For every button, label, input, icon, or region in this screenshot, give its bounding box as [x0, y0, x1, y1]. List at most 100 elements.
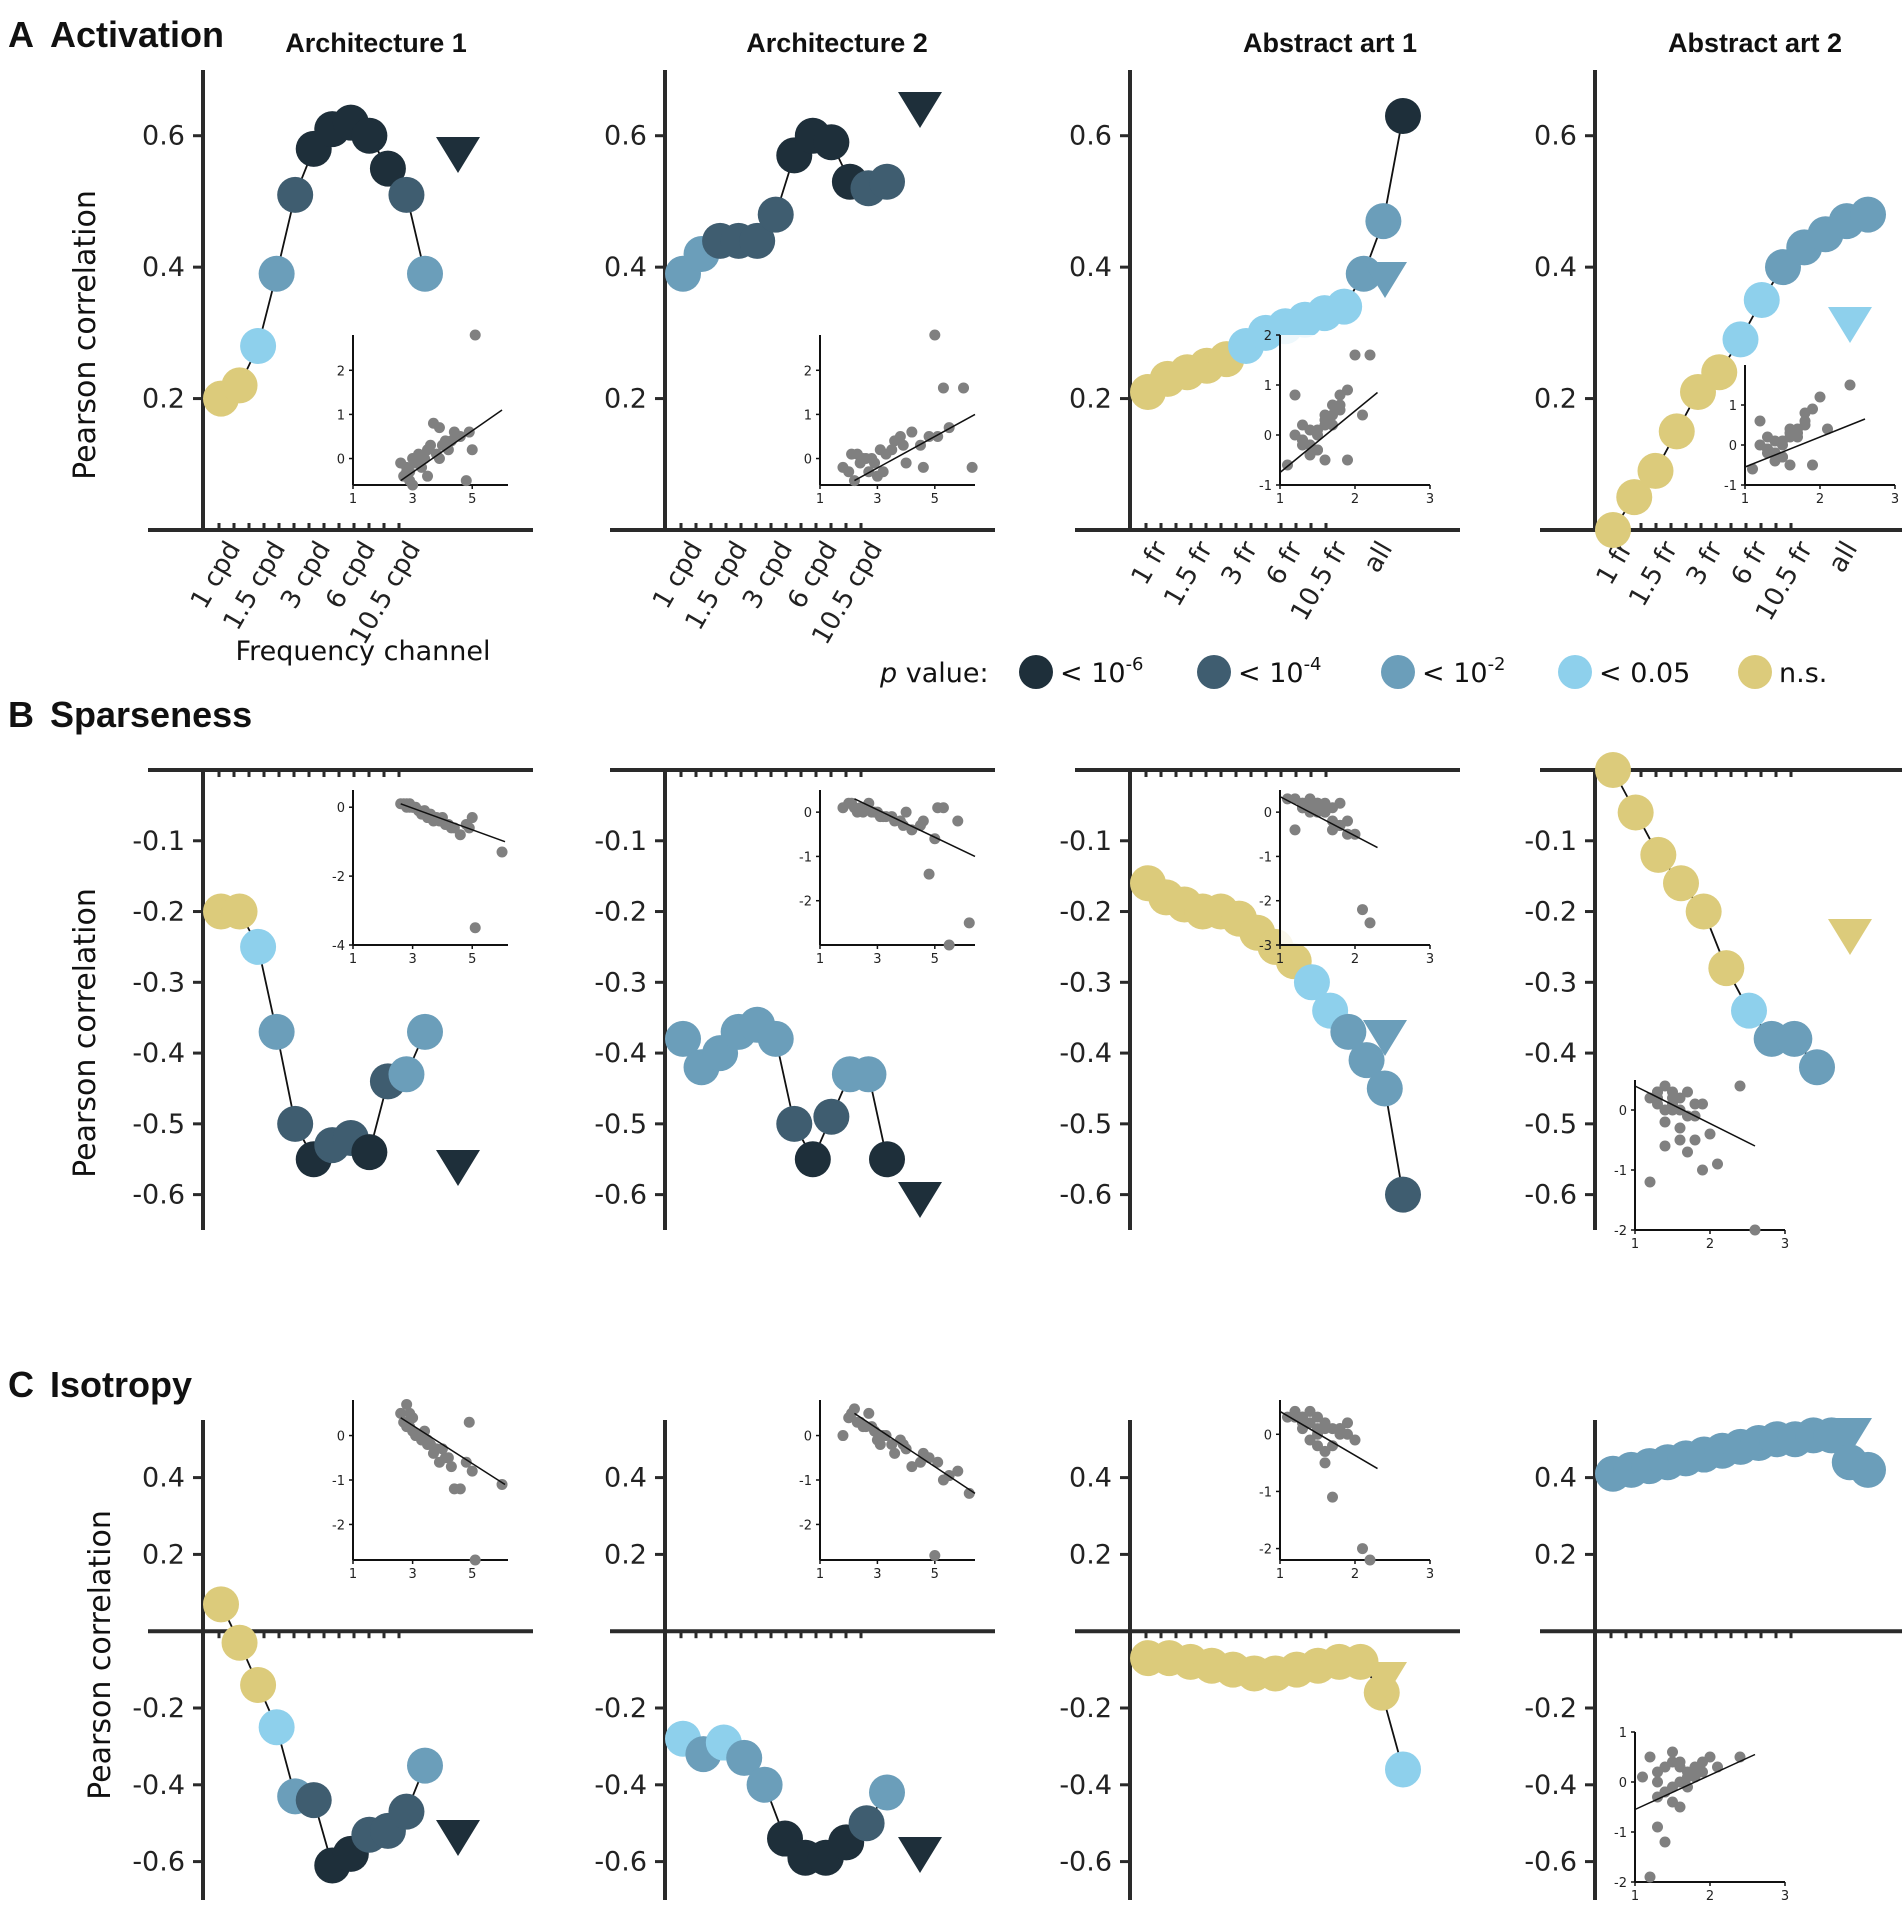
significance-marker — [898, 1837, 942, 1873]
category-label: all — [1358, 537, 1399, 578]
data-point — [1663, 865, 1699, 902]
inset-y-tick-label: -1 — [1259, 479, 1272, 494]
data-point — [388, 1056, 425, 1093]
subplot-B-4: -0.1 -0.2 -0.3 -0.4 -0.5 -0.6 1 2 3 -2 -1 0 — [1524, 752, 1902, 1252]
legend-label-p4: < 10-4 — [1238, 654, 1322, 689]
y-tick-label: -0.2 — [132, 897, 185, 928]
inset-background — [353, 1400, 508, 1560]
panel-title-C: Isotropy — [50, 1364, 192, 1405]
significance-marker — [436, 137, 480, 173]
inset-point — [404, 1421, 416, 1433]
inset-x-tick-label: 1 — [816, 952, 824, 967]
inset-x-tick-label: 3 — [873, 952, 881, 967]
y-tick-label: -0.5 — [594, 1109, 647, 1140]
inset-point — [937, 382, 949, 394]
inset-y-tick-label: -2 — [799, 895, 812, 910]
inset-point — [1319, 409, 1331, 421]
inset-x-tick-label: 1 — [349, 492, 357, 507]
inset-x-tick-label: 3 — [1781, 1237, 1789, 1252]
data-point — [813, 1098, 850, 1135]
subplot-B-2: -0.1 -0.2 -0.3 -0.4 -0.5 -0.6 1 3 5 -2 -1 0 — [594, 768, 995, 1230]
inset-point — [1644, 1871, 1656, 1883]
inset-point — [943, 939, 955, 951]
inset-point — [900, 806, 912, 818]
inset-x-tick-label: 1 — [349, 952, 357, 967]
y-tick-label: 0.4 — [142, 1463, 185, 1494]
column-title: Abstract art 1 — [1243, 28, 1417, 58]
inset-point — [1689, 1771, 1701, 1783]
panel-title-A: Activation — [50, 14, 224, 55]
inset-x-tick-label: 3 — [1891, 492, 1899, 507]
y-tick-label: 0.2 — [604, 384, 647, 415]
inset-point — [410, 457, 422, 469]
inset-point — [463, 1416, 475, 1428]
inset-point — [1822, 423, 1833, 435]
inset-fit-line — [1279, 1410, 1378, 1470]
y-axis-label-B: Pearson correlation — [68, 888, 103, 1178]
data-point — [794, 1141, 831, 1178]
inset-point — [413, 1430, 425, 1442]
data-point — [407, 1013, 443, 1050]
inset-fit-line — [400, 1417, 506, 1486]
inset-point — [1304, 1434, 1316, 1446]
inset-point — [427, 417, 439, 429]
inset-y-tick-label: -1 — [1724, 479, 1737, 494]
inset-point — [1357, 1543, 1368, 1555]
inset-point — [1682, 1086, 1693, 1098]
y-tick-label: -0.6 — [594, 1847, 647, 1878]
legend-label-p2: < 10-2 — [1422, 654, 1506, 689]
y-tick-label: 0.2 — [142, 384, 185, 415]
y-tick-label: -0.3 — [594, 967, 647, 998]
inset-background — [820, 790, 975, 945]
inset-point — [1364, 917, 1376, 929]
inset-point — [932, 802, 944, 814]
inset-y-tick-label: -1 — [1259, 1485, 1272, 1500]
inset-y-tick-label: -4 — [332, 939, 345, 954]
subplot-C-3: 0.4 0.2 -0.2 -0.4 -0.6 1 2 3 -2 -1 0 — [1059, 1400, 1460, 1900]
data-point — [258, 1013, 295, 1050]
inset-scatter: 1 2 3 -3 -2 -1 0 — [1259, 790, 1434, 967]
legend-swatch-p4 — [1197, 655, 1231, 689]
y-tick-label: -0.1 — [594, 826, 647, 857]
inset-point — [466, 444, 478, 456]
inset-y-tick-label: -2 — [332, 870, 345, 885]
legend-swatch-p05 — [1558, 655, 1592, 689]
inset-point — [1659, 1080, 1671, 1092]
data-point — [1685, 893, 1722, 930]
inset-point — [917, 815, 929, 827]
y-tick-label: -0.6 — [1059, 1847, 1112, 1878]
inset-point — [454, 829, 466, 841]
data-point — [1708, 950, 1745, 987]
data-point — [869, 1774, 905, 1811]
inset-y-tick-label: 0 — [1729, 439, 1737, 454]
y-tick-label: 0.2 — [604, 1539, 647, 1570]
inset-point — [952, 815, 964, 827]
inset-point — [1357, 409, 1368, 421]
data-point — [746, 1766, 783, 1803]
inset-point — [1799, 407, 1811, 419]
inset-point — [846, 797, 858, 809]
column-title: Abstract art 2 — [1668, 28, 1842, 58]
y-tick-label: -0.5 — [1524, 1109, 1577, 1140]
inset-point — [1349, 349, 1361, 361]
inset-point — [454, 1483, 466, 1495]
inset-x-tick-label: 3 — [873, 492, 881, 507]
y-tick-label: -0.4 — [1059, 1038, 1112, 1069]
y-tick-label: -0.4 — [1524, 1770, 1577, 1801]
y-tick-label: 0.2 — [1069, 1539, 1112, 1570]
data-point — [1616, 479, 1653, 516]
inset-point — [906, 426, 918, 438]
inset-point — [445, 1461, 457, 1473]
inset-point — [1304, 1405, 1316, 1417]
data-point — [1365, 203, 1402, 240]
inset-point — [407, 479, 419, 491]
inset-point — [877, 1430, 889, 1442]
inset-point — [404, 466, 416, 478]
inset-point — [1652, 1821, 1663, 1833]
inset-fit-line — [400, 409, 503, 482]
inset-point — [866, 453, 878, 465]
inset-point — [436, 439, 448, 451]
inset-point — [854, 802, 866, 814]
y-tick-label: -0.1 — [1059, 826, 1112, 857]
